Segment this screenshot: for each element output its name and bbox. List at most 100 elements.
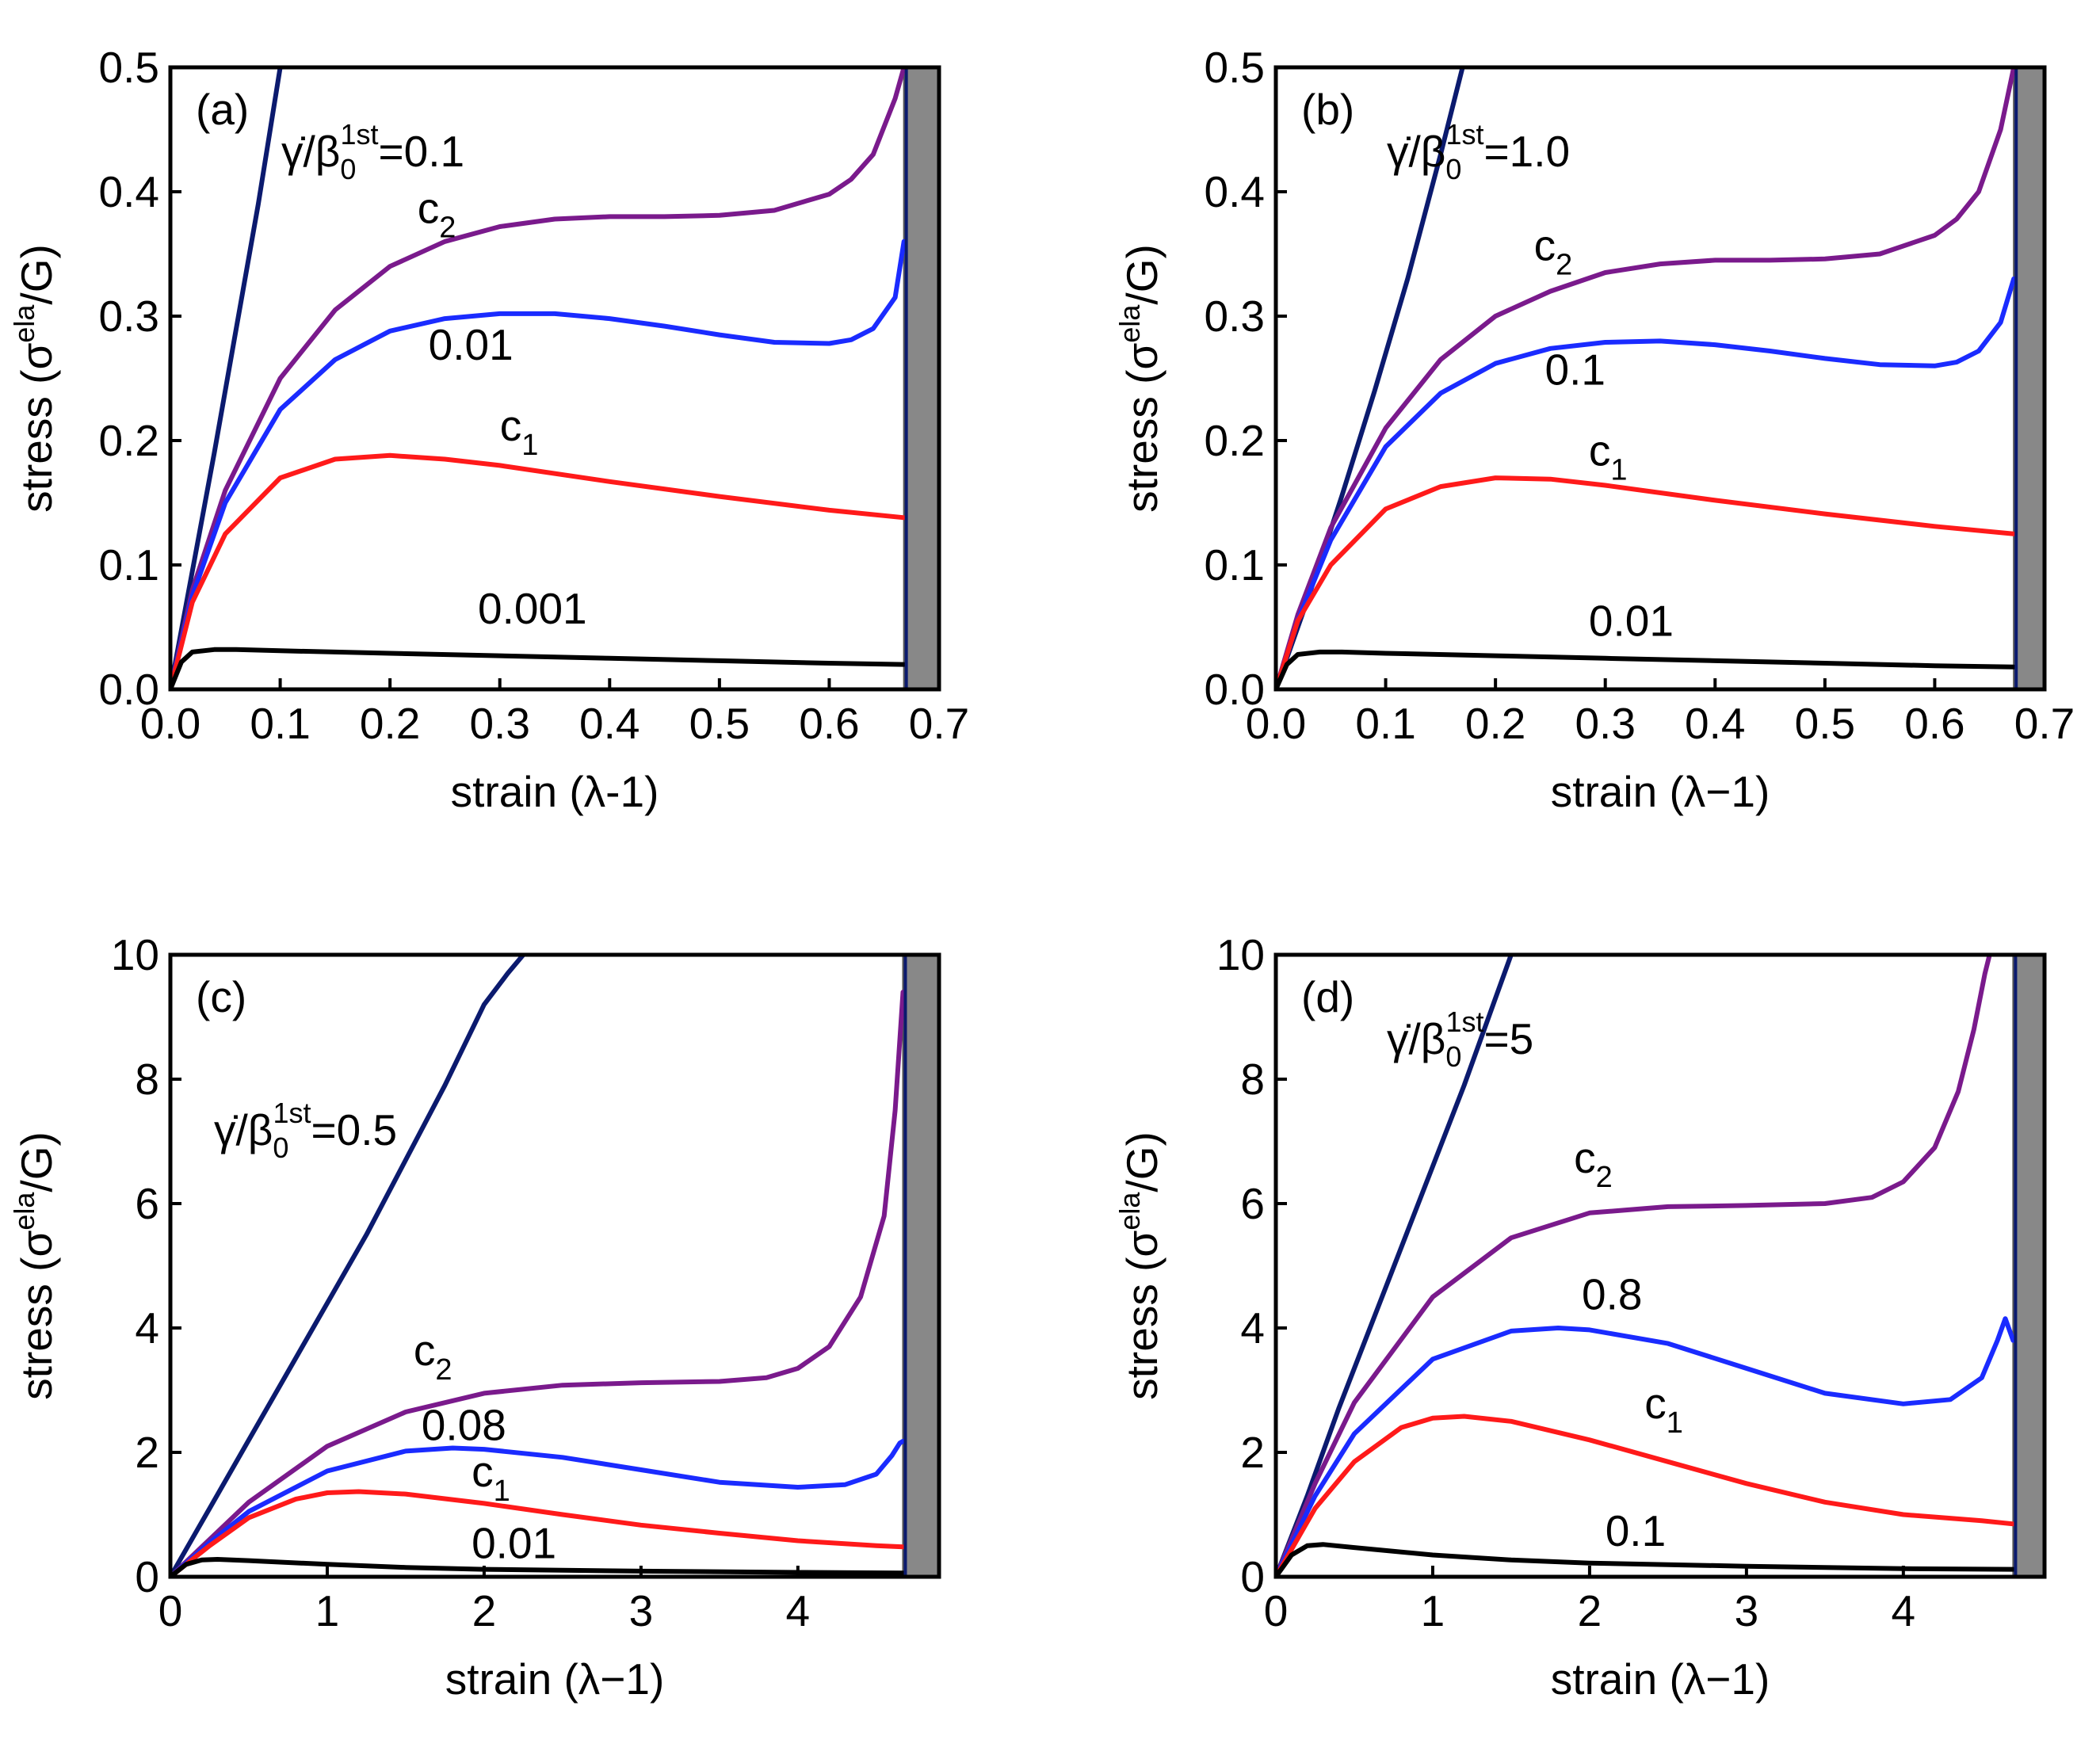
curve-label-main: 0.08 — [422, 1400, 506, 1449]
rate-label-sub: 0 — [340, 153, 356, 185]
series-line-0_01 — [170, 238, 907, 689]
series-line-0_1 — [1276, 1542, 2016, 1577]
curve-label-main: 0.1 — [1545, 345, 1606, 394]
series-line-c2 — [1276, 955, 1992, 1577]
series-line-c2 — [170, 990, 906, 1577]
series-line-c1 — [1276, 1414, 2016, 1577]
y-tick-label: 10 — [1216, 930, 1265, 979]
y-tick-label: 10 — [111, 930, 159, 979]
x-axis-label: strain (λ−1) — [1551, 1654, 1770, 1704]
series-line-dark — [170, 955, 526, 1577]
y-tick-label: 0.5 — [1205, 43, 1265, 92]
rate-label-value: =5 — [1483, 1014, 1533, 1063]
curve-label-main: 0.01 — [429, 320, 514, 369]
y-axis-label: stress (σela/G) — [8, 1131, 61, 1400]
shaded-region — [903, 67, 940, 690]
curve-label: c2 — [414, 1326, 452, 1387]
series-group — [170, 955, 907, 1577]
axes-frame — [168, 952, 941, 1579]
rate-label-sub: 0 — [1445, 1040, 1461, 1073]
rate-label-sup: 1st — [340, 118, 378, 151]
curve-label-main: c — [472, 1447, 494, 1496]
series-line-dark — [170, 67, 283, 689]
x-tick-label: 4 — [1892, 1586, 1916, 1635]
y-axis-label: stress (σela/G) — [8, 244, 61, 513]
curve-label: c1 — [500, 401, 539, 462]
x-tick-label: 0.7 — [2014, 699, 2075, 748]
shaded-region — [2013, 67, 2045, 690]
curve-label-sub: 1 — [1610, 453, 1627, 487]
series-line-c2 — [1276, 67, 2017, 689]
y-tick-label: 0.1 — [1205, 540, 1265, 590]
x-tick-label: 0.2 — [1465, 699, 1525, 748]
y-axis-label-main: stress (σ — [12, 1231, 61, 1400]
x-tick-label: 0.1 — [1355, 699, 1415, 748]
y-tick-label: 0.5 — [99, 43, 159, 92]
curve-label: c1 — [1589, 425, 1628, 487]
y-axis-label-main: stress (σ — [1117, 343, 1166, 513]
curve-label-sub: 1 — [521, 429, 538, 462]
y-axis-label-sup: ela — [1113, 304, 1146, 343]
x-tick-label: 2 — [1578, 1586, 1602, 1635]
curve-label: c1 — [1644, 1379, 1683, 1440]
y-tick-label: 0.3 — [99, 292, 159, 341]
y-axis-label-main: stress (σ — [1117, 1231, 1166, 1400]
shaded-region — [2012, 954, 2046, 1578]
y-axis-label-tail: /G) — [12, 244, 61, 304]
y-axis-label-tail: /G) — [1117, 1131, 1166, 1192]
rate-label: γ̇/β01st=0.5 — [214, 1097, 397, 1164]
x-tick-label: 0.7 — [909, 699, 969, 748]
x-tick-label: 0.6 — [799, 699, 859, 748]
x-tick-label: 1 — [1421, 1586, 1445, 1635]
x-tick-label: 1 — [315, 1586, 340, 1635]
series-line-0_001 — [170, 647, 907, 689]
rate-label-main: γ̇/β — [1387, 1014, 1445, 1063]
curve-label-main: 0.01 — [1589, 596, 1674, 645]
curve-label: 0.1 — [1606, 1506, 1666, 1555]
curve-label: c2 — [1534, 220, 1573, 281]
curve-label-sub: 2 — [1596, 1161, 1613, 1194]
curve-label-sub: 2 — [1556, 248, 1572, 281]
x-tick-label: 4 — [786, 1586, 811, 1635]
x-tick-label: 0.3 — [1575, 699, 1635, 748]
y-tick-label: 0.2 — [99, 416, 159, 465]
shaded-region — [902, 954, 940, 1578]
y-axis-label-main: stress (σ — [12, 343, 61, 513]
y-tick-label: 4 — [135, 1303, 159, 1353]
curve-label: 0.01 — [1589, 596, 1674, 645]
y-tick-label: 8 — [1240, 1055, 1265, 1104]
x-tick-label: 0 — [1264, 1586, 1289, 1635]
curve-label: 0.1 — [1545, 345, 1606, 394]
axes-frame — [1273, 65, 2047, 692]
curve-label-sub: 1 — [1667, 1406, 1683, 1440]
x-axis-label: strain (λ−1) — [1551, 767, 1770, 816]
curve-label: 0.001 — [478, 584, 587, 633]
x-tick-label: 0.5 — [689, 699, 750, 748]
y-axis-label-sup: ela — [8, 1192, 40, 1231]
rate-label: γ̇/β01st=5 — [1387, 1005, 1533, 1073]
rate-label-value: =0.5 — [311, 1105, 397, 1154]
y-tick-label: 2 — [1240, 1428, 1265, 1477]
curve-label: c2 — [1574, 1133, 1613, 1194]
curve-label-sub: 1 — [494, 1475, 510, 1508]
curve-label-main: c — [414, 1326, 436, 1375]
rate-label-main: γ̇/β — [214, 1105, 273, 1154]
series-line-0_1 — [1276, 276, 2017, 689]
y-tick-label: 6 — [135, 1179, 159, 1228]
y-tick-label: 0.3 — [1205, 292, 1265, 341]
y-tick-label: 0.4 — [1205, 167, 1265, 216]
rate-label-value: =1.0 — [1483, 127, 1570, 176]
y-tick-label: 0.1 — [99, 540, 159, 590]
series-line-dark — [1276, 955, 1514, 1577]
rate-label-main: γ̇/β — [1387, 127, 1445, 176]
rate-label-sub: 0 — [1445, 153, 1461, 185]
series-line-0_8 — [1276, 1316, 2016, 1577]
curve-label: c1 — [472, 1447, 510, 1508]
curve-label-main: c — [500, 401, 522, 450]
y-tick-label: 2 — [135, 1428, 159, 1477]
x-tick-label: 2 — [472, 1586, 497, 1635]
curve-label-main: 0.001 — [478, 584, 587, 633]
rate-label-sub: 0 — [273, 1131, 288, 1164]
curve-label-main: c — [1534, 220, 1556, 269]
